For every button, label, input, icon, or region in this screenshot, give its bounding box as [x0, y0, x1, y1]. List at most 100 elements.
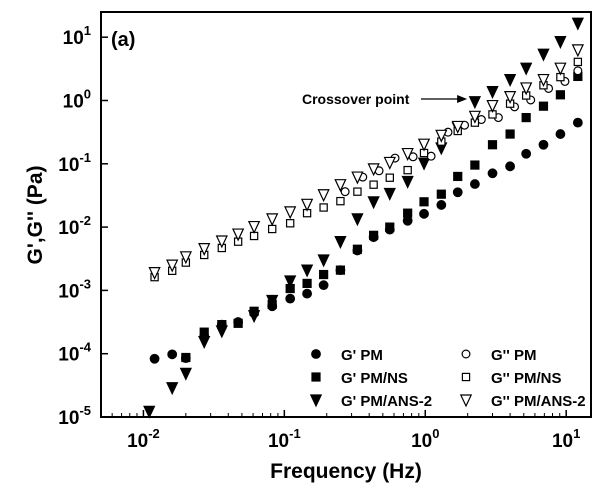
data-point — [538, 101, 549, 111]
data-point — [505, 129, 515, 139]
data-point — [436, 200, 447, 210]
data-point — [247, 310, 261, 324]
data-point — [521, 148, 532, 159]
data-point — [573, 57, 583, 67]
data-point — [571, 17, 584, 31]
data-point — [369, 180, 378, 189]
crossover-label: Crossover point — [302, 91, 410, 107]
legend-marker — [309, 394, 323, 408]
data-point — [198, 336, 211, 350]
legend-marker — [459, 394, 473, 408]
y-tick-label: 100 — [63, 86, 91, 112]
data-point — [367, 196, 380, 210]
data-point — [554, 62, 567, 76]
data-point — [231, 228, 245, 242]
data-point — [426, 151, 436, 161]
legend-label: G' PM/NS — [341, 370, 408, 387]
y-tick-label: 10-4 — [58, 340, 91, 366]
data-point — [317, 189, 330, 203]
data-point — [267, 224, 277, 234]
data-point — [537, 48, 550, 62]
data-point — [215, 325, 228, 339]
data-point — [167, 349, 178, 360]
data-points — [143, 17, 584, 419]
x-tick-label: 100 — [411, 426, 439, 452]
data-point — [383, 156, 396, 170]
data-point — [179, 251, 192, 265]
x-tick-label: 10-2 — [127, 426, 160, 452]
data-point — [503, 91, 517, 105]
data-point — [571, 44, 584, 58]
data-point — [319, 203, 328, 212]
data-point — [486, 99, 499, 113]
panel-label: (a) — [111, 29, 135, 51]
series-1 — [181, 71, 583, 363]
legend: G' PM G' PM/NS G' PM/ANS-2 G'' PM G'' PM/NS G… — [309, 347, 586, 410]
data-point — [572, 117, 583, 128]
data-point — [300, 198, 314, 212]
data-point — [285, 293, 296, 304]
data-point — [419, 208, 429, 219]
data-point — [486, 86, 499, 100]
data-point — [573, 66, 583, 76]
data-point — [383, 187, 396, 201]
data-point — [435, 129, 448, 143]
data-point — [555, 90, 566, 100]
data-point — [148, 267, 161, 281]
data-point — [451, 120, 464, 134]
data-point — [403, 165, 412, 175]
series-5 — [148, 44, 584, 281]
legend-marker — [461, 372, 471, 382]
data-point — [537, 73, 550, 87]
data-point — [247, 220, 261, 234]
data-point — [520, 82, 533, 96]
data-point — [353, 187, 362, 196]
data-point — [503, 73, 517, 87]
data-point — [340, 187, 350, 197]
legend-marker — [311, 349, 321, 359]
data-point — [385, 173, 394, 182]
plot-frame — [100, 11, 592, 418]
y-tick-label: 101 — [63, 23, 91, 49]
data-point — [470, 160, 480, 170]
data-point — [401, 175, 414, 189]
data-point — [181, 352, 191, 363]
data-point — [555, 129, 566, 139]
data-point — [266, 213, 279, 227]
data-point — [198, 243, 211, 257]
data-point — [300, 264, 314, 278]
data-point — [334, 179, 347, 193]
data-point — [403, 208, 413, 218]
data-point — [336, 196, 345, 206]
data-point — [334, 236, 347, 250]
x-tick-label: 101 — [552, 426, 580, 452]
data-point — [468, 96, 482, 110]
y-tick-label: 10-5 — [58, 403, 91, 429]
legend-label: G' PM/ANS-2 — [341, 393, 432, 410]
y-axis-ticks: 10-5 10-4 10-3 10-2 10-1 100 101 — [58, 23, 108, 429]
data-point — [166, 259, 179, 273]
data-point — [401, 147, 414, 161]
y-tick-label: 10-3 — [58, 276, 91, 302]
y-tick-label: 10-1 — [58, 150, 91, 176]
data-point — [367, 163, 380, 177]
data-point — [317, 254, 330, 268]
data-point — [335, 265, 346, 275]
data-point — [538, 139, 549, 150]
data-point — [319, 269, 329, 280]
legend-label: G' PM — [341, 347, 383, 364]
legend-label: G'' PM/NS — [491, 370, 561, 387]
data-point — [166, 382, 179, 396]
data-point — [419, 197, 429, 207]
data-point — [469, 179, 480, 189]
legend-marker — [461, 349, 471, 359]
y-tick-label: 10-2 — [58, 213, 91, 239]
data-point — [233, 318, 243, 328]
data-point — [487, 140, 498, 150]
data-point — [215, 235, 228, 249]
data-point — [417, 138, 431, 152]
data-point — [302, 288, 312, 299]
data-point — [505, 161, 516, 172]
data-point — [554, 36, 567, 50]
